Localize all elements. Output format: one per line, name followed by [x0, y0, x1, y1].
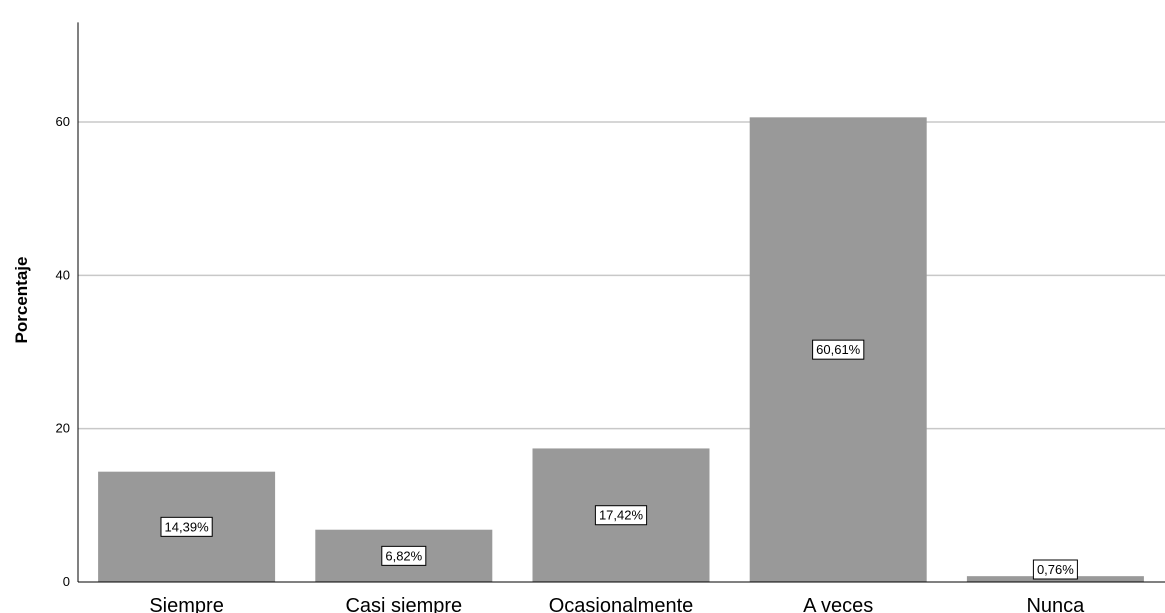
axes: [77, 22, 1165, 583]
y-axis-title: Porcentaje: [12, 257, 31, 344]
data-label: 17,42%: [599, 508, 644, 523]
x-category-labels: Siempre Casi siempre Ocasionalmente A veces…: [149, 595, 1085, 613]
y-tick-labels: 0 20 40 60: [56, 114, 70, 589]
y-tick-label: 20: [56, 421, 70, 436]
data-label: 14,39%: [165, 519, 210, 534]
x-category-label: A veces: [803, 595, 873, 613]
data-label-box: [160, 516, 213, 537]
data-label-box: [381, 545, 427, 566]
data-label: 60,61%: [816, 342, 861, 357]
data-label: 0,76%: [1037, 562, 1074, 577]
x-category-label: Casi siempre: [345, 595, 462, 613]
y-tick-label: 40: [56, 267, 70, 282]
data-label-box: [594, 505, 648, 526]
data-label-box: [812, 339, 865, 360]
y-tick-label: 0: [63, 574, 70, 589]
y-tick-label: 60: [56, 114, 70, 129]
gridlines: [78, 121, 1165, 430]
data-labels: 14,39% 6,82% 17,42% 60,61% 0,76%: [160, 339, 1078, 580]
x-category-label: Ocasionalmente: [549, 595, 694, 613]
data-label: 6,82%: [385, 548, 422, 563]
data-label-box: [1032, 559, 1078, 580]
x-category-label: Nunca: [1026, 595, 1085, 613]
x-category-label: Siempre: [149, 595, 223, 613]
